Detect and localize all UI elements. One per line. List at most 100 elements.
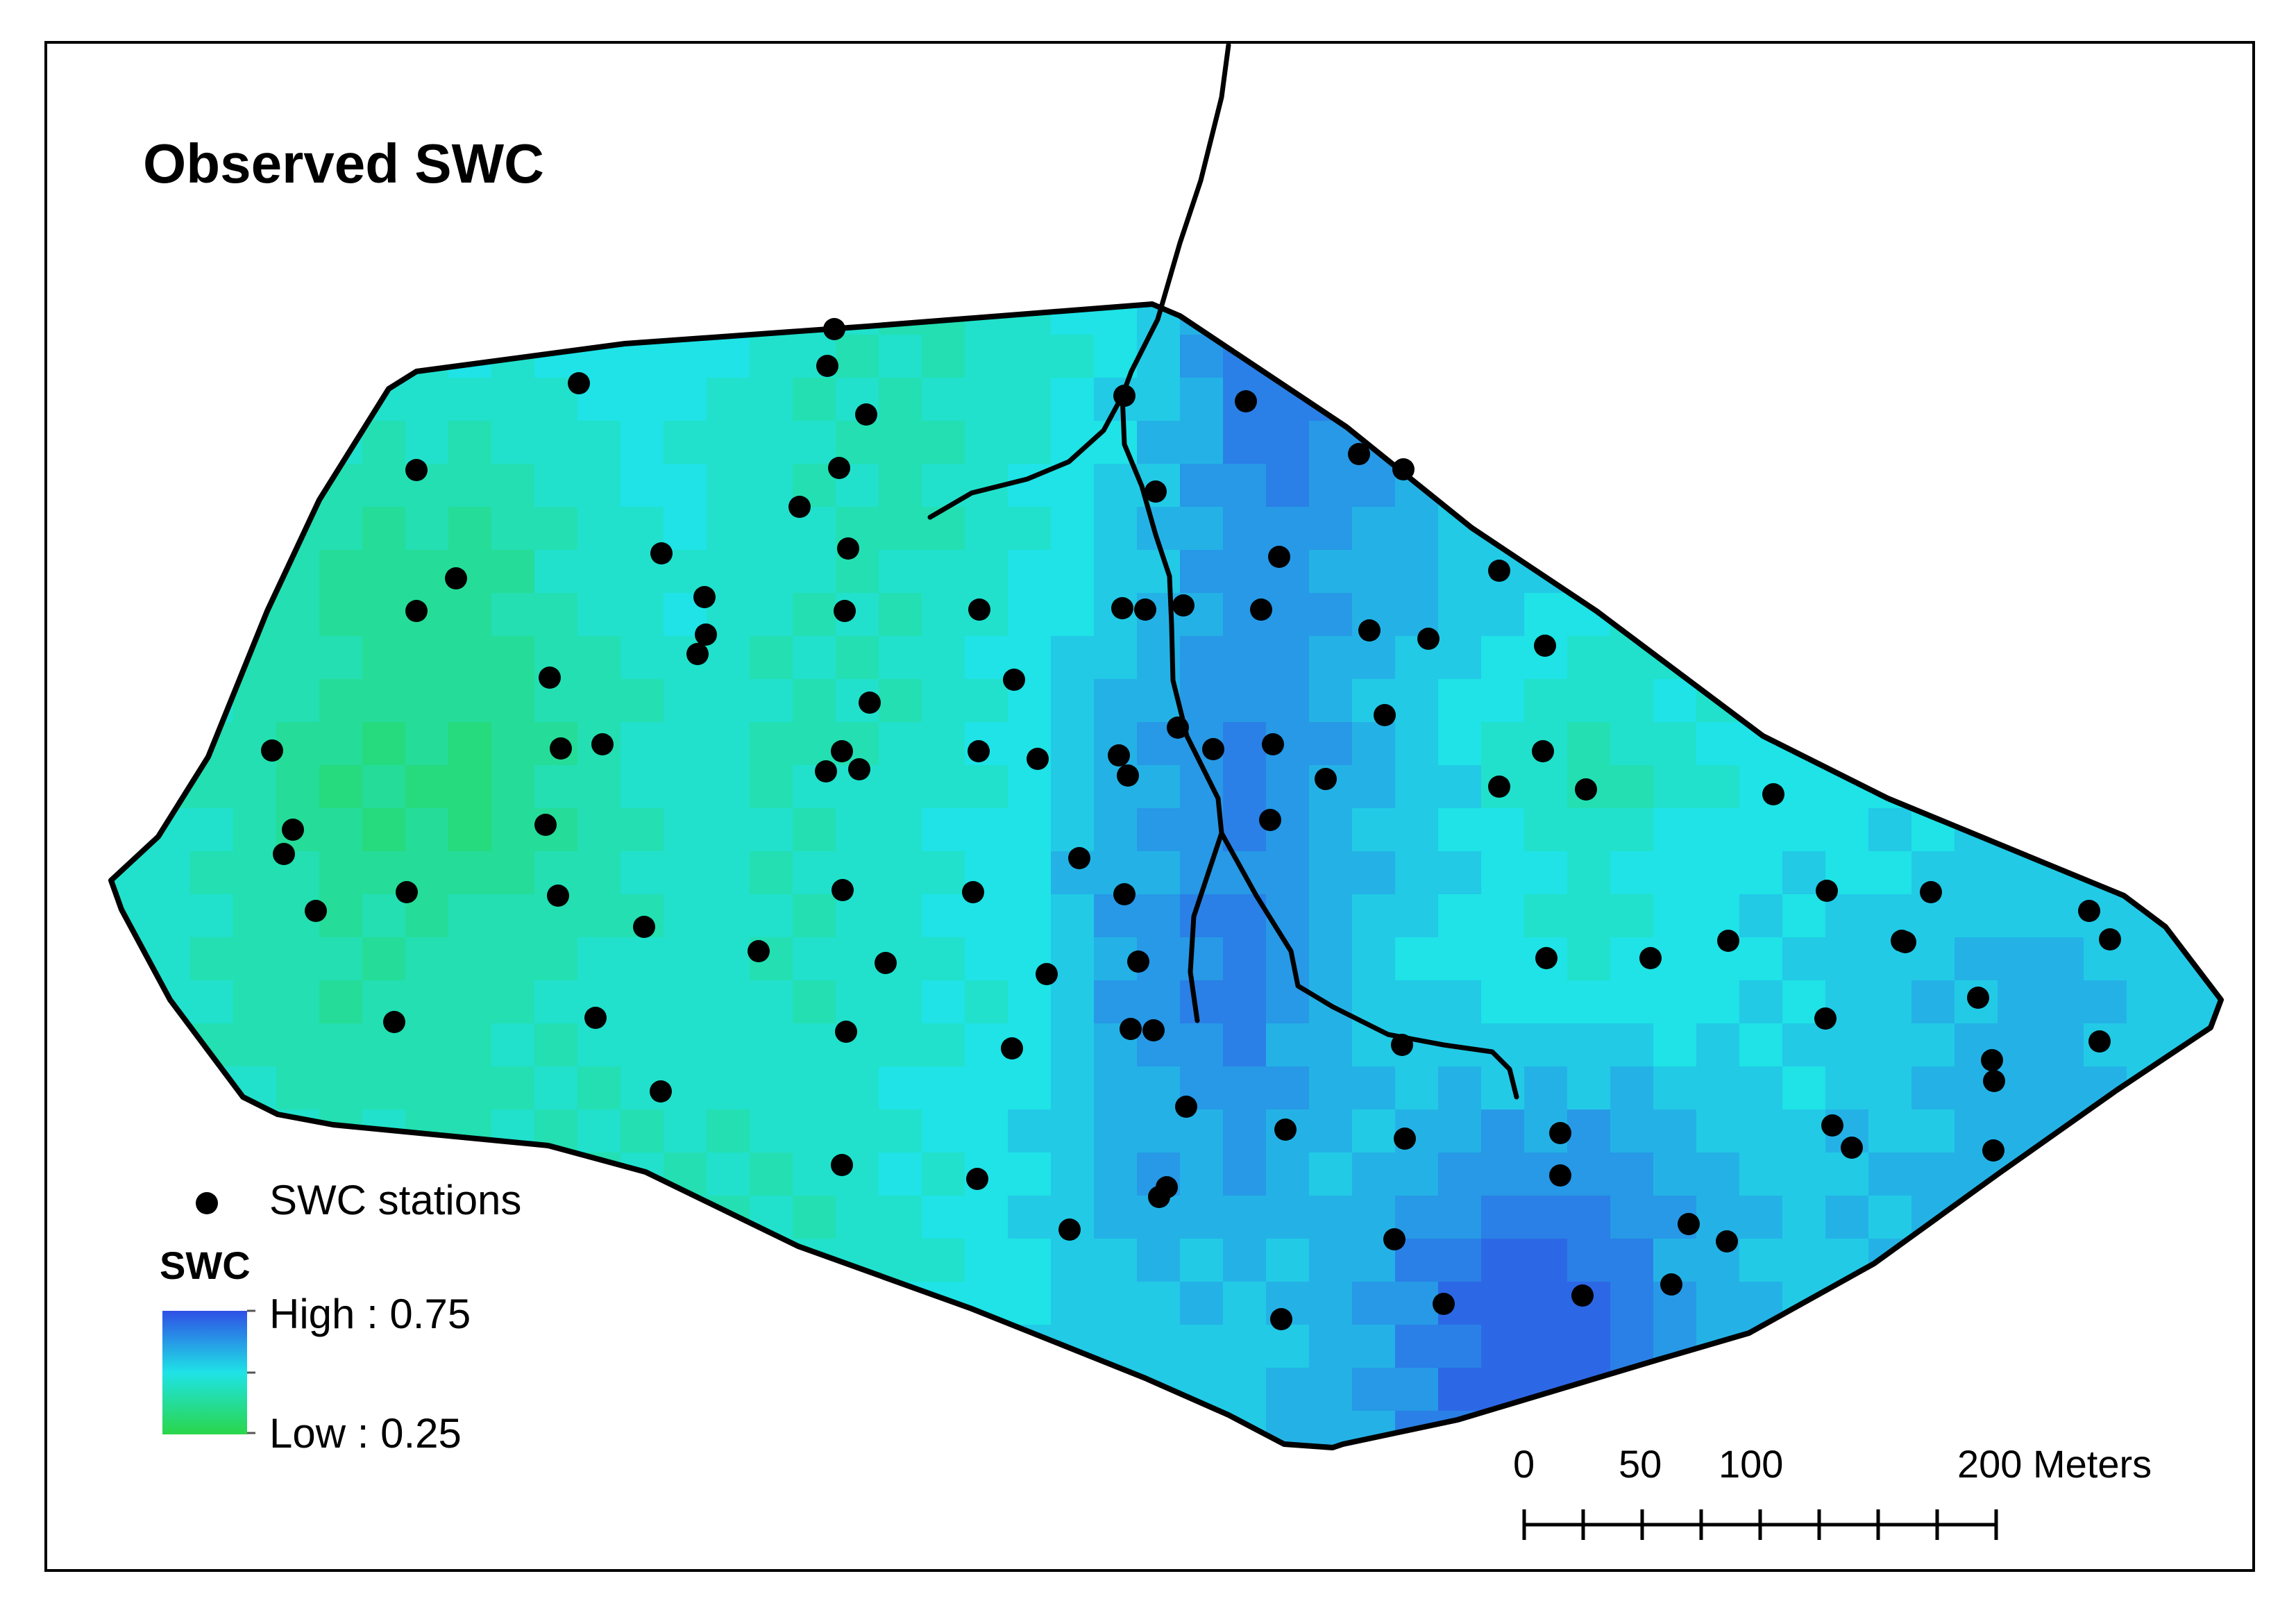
swc-station (1268, 546, 1290, 568)
swc-cell (793, 1153, 836, 1196)
swc-cell (1825, 894, 1869, 938)
swc-cell (750, 464, 793, 508)
swc-cell (2084, 378, 2127, 421)
swc-station (550, 737, 572, 760)
swc-cell (1481, 1239, 1525, 1282)
swc-cell (879, 808, 922, 852)
swc-cell (1223, 1282, 1267, 1325)
swc-cell (707, 507, 750, 551)
swc-cell (147, 304, 191, 335)
swc-cell (1438, 1196, 1482, 1239)
swc-cell (2127, 304, 2170, 335)
swc-cell (2213, 593, 2221, 637)
swc-cell (1739, 1109, 1783, 1153)
swc-cell (2127, 636, 2170, 680)
swc-cell (1653, 464, 1697, 508)
swc-cell (2084, 593, 2127, 637)
swc-cell (577, 1196, 621, 1239)
swc-cell (1825, 636, 1869, 680)
swc-station (1148, 1186, 1170, 1208)
swc-cell (491, 937, 535, 981)
swc-cell (577, 421, 621, 464)
swc-cell (2170, 808, 2213, 852)
swc-cell (1825, 378, 1869, 421)
swc-cell (1868, 1368, 1912, 1411)
swc-cell (1696, 464, 1740, 508)
swc-cell (276, 464, 320, 508)
swc-cell (621, 808, 664, 852)
swc-cell (1955, 1282, 1998, 1325)
swc-cell (836, 1066, 879, 1110)
swc-cell (448, 679, 492, 723)
swc-cell (1696, 636, 1740, 680)
swc-cell (111, 765, 148, 809)
swc-cell (1223, 1066, 1267, 1110)
swc-cell (1782, 937, 1826, 981)
swc-cell (1955, 937, 1998, 981)
swc-cell (534, 1368, 578, 1411)
swc-station (1821, 1114, 1843, 1137)
swc-station (828, 457, 850, 479)
swc-station (1274, 1119, 1297, 1141)
swc-cell (1739, 1196, 1783, 1239)
swc-cell (1653, 722, 1697, 766)
swc-cell (1180, 1023, 1224, 1067)
swc-cell (577, 1282, 621, 1325)
swc-cell (1395, 808, 1439, 852)
swc-station (1982, 1139, 2004, 1162)
swc-cell (793, 1196, 836, 1239)
swc-cell (621, 378, 664, 421)
swc-station (2078, 900, 2100, 922)
swc-cell (1567, 1411, 1611, 1448)
swc-cell (1180, 980, 1224, 1024)
swc-cell (836, 808, 879, 852)
swc-cell (1481, 464, 1525, 508)
swc-cell (2213, 464, 2221, 508)
swc-cell (1223, 636, 1267, 680)
swc-cell (836, 636, 879, 680)
swc-cell (1094, 1239, 1138, 1282)
swc-cell (1567, 1109, 1611, 1153)
swc-cell (1998, 335, 2041, 378)
swc-cell (1352, 1153, 1396, 1196)
swc-station (1120, 1018, 1142, 1040)
swc-cell (2084, 550, 2127, 594)
swc-cell (2170, 335, 2213, 378)
swc-cell (1352, 851, 1396, 895)
swc-cell (707, 894, 750, 938)
swc-cell (1868, 1454, 1912, 1498)
swc-cell (1653, 1109, 1697, 1153)
swc-cell (1481, 1066, 1525, 1110)
swc-cell (1524, 1239, 1568, 1282)
swc-cell (1438, 304, 1482, 335)
swc-cell (1395, 421, 1439, 464)
swc-cell (319, 1454, 363, 1498)
swc-cell (1395, 1454, 1439, 1498)
swc-cell (111, 1282, 148, 1325)
swc-cell (965, 1454, 1008, 1498)
swc-cell (276, 421, 320, 464)
swc-cell (1309, 722, 1353, 766)
swc-cell (1653, 304, 1697, 335)
swc-station (1660, 1273, 1682, 1296)
swc-cell (1955, 636, 1998, 680)
swc-cell (1524, 679, 1568, 723)
swc-cell (319, 679, 363, 723)
swc-cell (448, 421, 492, 464)
swc-cell (319, 593, 363, 637)
swc-cell (190, 335, 234, 378)
swc-cell (1911, 593, 1955, 637)
swc-cell (2041, 1282, 2084, 1325)
swc-cell (190, 550, 234, 594)
swc-cell (1955, 894, 1998, 938)
swc-station (1358, 619, 1381, 642)
swc-cell (879, 1109, 922, 1153)
swc-station (1315, 768, 1337, 790)
swc-cell (2170, 1325, 2213, 1368)
swc-cell (111, 335, 148, 378)
swc-cell (1955, 464, 1998, 508)
swc-cell (879, 851, 922, 895)
swc-cell (922, 335, 965, 378)
swc-cell (577, 335, 621, 378)
swc-cell (1567, 636, 1611, 680)
